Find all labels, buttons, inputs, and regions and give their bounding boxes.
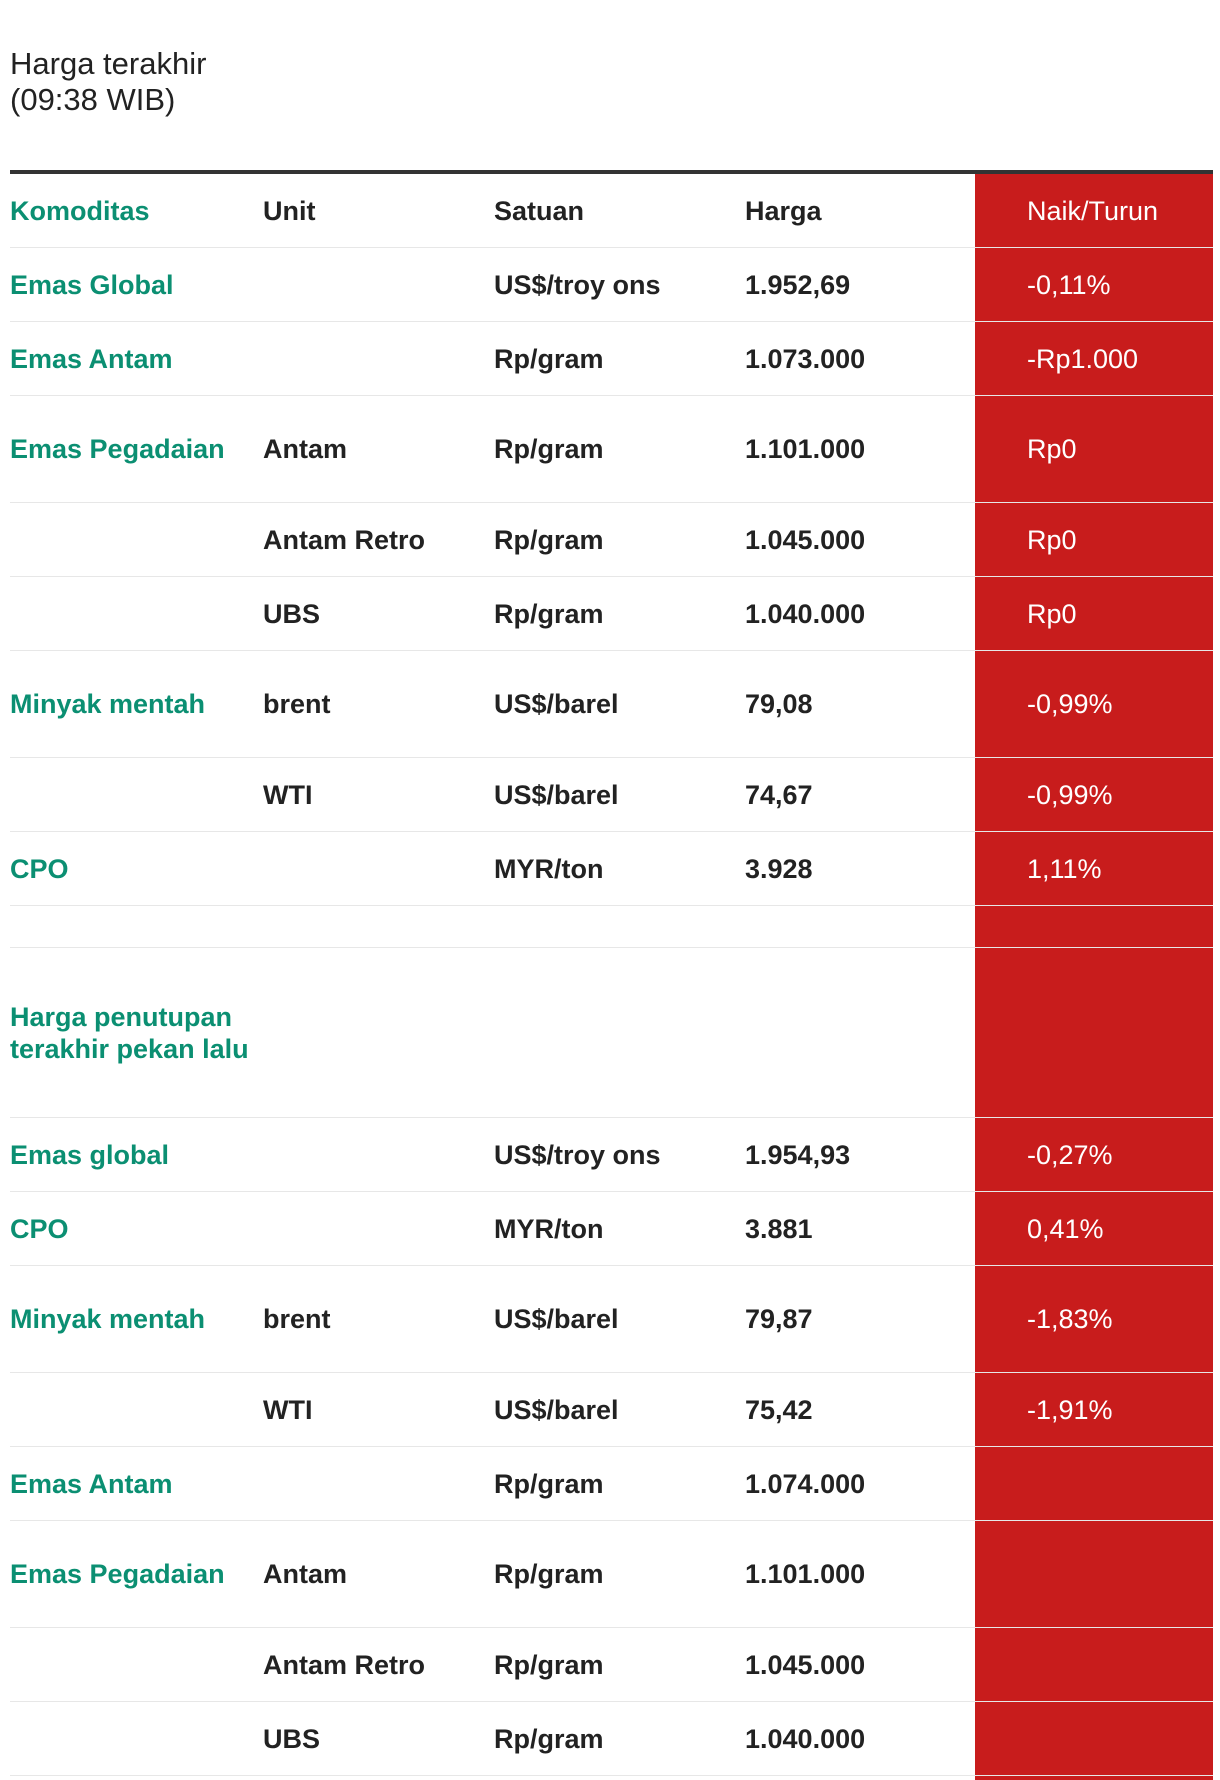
cell-satuan: US$/barel bbox=[494, 1394, 619, 1425]
cell-satuan: Rp/gram bbox=[494, 598, 604, 629]
cell-naik-turun bbox=[995, 1702, 1213, 1775]
cell-unit: Antam bbox=[263, 1559, 348, 1589]
column-header-komoditas: Komoditas bbox=[10, 195, 150, 226]
cell-harga: 1.040.000 bbox=[745, 598, 866, 629]
cell-satuan: Rp/gram bbox=[494, 343, 604, 374]
table-row: UBS Rp/gram 1.040.000 Rp0 bbox=[10, 577, 1213, 651]
cell-unit: UBS bbox=[263, 598, 321, 629]
table-row: Emas Pegadaian Antam Rp/gram 1.101.000 bbox=[10, 1521, 1213, 1628]
cell-komoditas: Minyak mentah bbox=[10, 689, 206, 719]
table-row: Emas Antam Rp/gram 1.074.000 bbox=[10, 1447, 1213, 1521]
cell-satuan: US$/troy ons bbox=[494, 269, 661, 300]
table-row: CPO MYR/ton 3.881 0,41% bbox=[10, 1192, 1213, 1266]
cell-harga: 1.073.000 bbox=[745, 343, 866, 374]
cell-komoditas: Harga penutupan terakhir pekan lalu bbox=[10, 1001, 249, 1064]
cell-komoditas: Emas Antam bbox=[10, 1468, 173, 1499]
cell-harga: 1.045.000 bbox=[745, 524, 866, 555]
table-row: Antam Retro Rp/gram 1.045.000 Rp0 bbox=[10, 503, 1213, 577]
table-row: Emas Global US$/troy ons 1.952,69 -0,11% bbox=[10, 248, 1213, 322]
table-row: Emas Antam Rp/gram 1.073.000 -Rp1.000 bbox=[10, 322, 1213, 396]
cell-satuan: US$/troy ons bbox=[494, 1139, 661, 1170]
table-row: Emas Pegadaian Antam Rp/gram 1.101.000 Rp0 bbox=[10, 396, 1213, 503]
cell-komoditas: CPO bbox=[10, 1213, 69, 1244]
table-row: WTI US$/barel 74,67 -0,99% bbox=[10, 758, 1213, 832]
cell-satuan: Rp/gram bbox=[494, 1649, 604, 1680]
cell-harga: 79,87 bbox=[745, 1304, 813, 1334]
cell-naik-turun: Rp0 bbox=[1027, 524, 1077, 555]
cell-naik-turun bbox=[995, 1628, 1213, 1701]
column-header-harga: Harga bbox=[745, 195, 822, 226]
cell-unit: WTI bbox=[263, 1394, 313, 1425]
cell-unit: WTI bbox=[263, 779, 313, 810]
column-header-unit: Unit bbox=[263, 195, 316, 226]
cell-unit: brent bbox=[263, 689, 331, 719]
cell-unit: Antam bbox=[263, 434, 348, 464]
cell-naik-turun bbox=[995, 906, 1213, 947]
table-row: Minyak mentah brent US$/barel 79,08 -0,99% bbox=[10, 651, 1213, 758]
cell-naik-turun: -0,99% bbox=[1027, 689, 1113, 719]
cell-harga: 74,67 bbox=[745, 779, 813, 810]
cell-satuan: Rp/gram bbox=[494, 524, 604, 555]
cell-harga: 1.040.000 bbox=[745, 1723, 866, 1754]
column-header-satuan: Satuan bbox=[494, 195, 585, 226]
cell-naik-turun: -0,11% bbox=[1027, 269, 1111, 300]
cell-satuan: MYR/ton bbox=[494, 1213, 604, 1244]
cell-komoditas: Emas Antam bbox=[10, 343, 173, 374]
table-row: UBS Rp/gram 1.040.000 bbox=[10, 1702, 1213, 1776]
cell-harga: 1.952,69 bbox=[745, 269, 851, 300]
cell-satuan: US$/barel bbox=[494, 689, 619, 719]
cell-naik-turun bbox=[995, 1447, 1213, 1520]
table-row: CPO MYR/ton 3.928 1,11% bbox=[10, 832, 1213, 906]
table-row: Harga penutupan terakhir pekan lalu bbox=[10, 948, 1213, 1118]
change-column-background bbox=[975, 174, 1213, 1780]
cell-satuan: Rp/gram bbox=[494, 434, 604, 464]
cell-naik-turun: -0,99% bbox=[1027, 779, 1113, 810]
cell-naik-turun: -1,91% bbox=[1027, 1394, 1113, 1425]
cell-harga: 3.881 bbox=[745, 1213, 813, 1244]
table-row: Antam Retro Rp/gram 1.045.000 bbox=[10, 1628, 1213, 1702]
cell-naik-turun: 1,11% bbox=[1027, 853, 1102, 884]
table-row: WTI US$/barel 75,42 -1,91% bbox=[10, 1373, 1213, 1447]
cell-harga: 1.074.000 bbox=[745, 1468, 866, 1499]
table-row bbox=[10, 906, 1213, 948]
cell-naik-turun bbox=[995, 948, 1213, 1117]
cell-satuan: Rp/gram bbox=[494, 1723, 604, 1754]
cell-unit: Antam Retro bbox=[263, 1649, 426, 1680]
column-header-naik-turun: Naik/Turun bbox=[1027, 195, 1159, 226]
cell-komoditas: Emas Pegadaian bbox=[10, 434, 225, 464]
cell-satuan: US$/barel bbox=[494, 779, 619, 810]
table-row: Minyak mentah brent US$/barel 79,87 -1,83% bbox=[10, 1266, 1213, 1373]
cell-naik-turun: -1,83% bbox=[1027, 1304, 1113, 1334]
cell-naik-turun: -0,27% bbox=[1027, 1139, 1113, 1170]
cell-komoditas: Minyak mentah bbox=[10, 1304, 206, 1334]
cell-satuan: Rp/gram bbox=[494, 1559, 604, 1589]
commodity-table: Komoditas Unit Satuan Harga Naik/Turun E… bbox=[10, 170, 1213, 1776]
cell-satuan: US$/barel bbox=[494, 1304, 619, 1334]
cell-komoditas: CPO bbox=[10, 853, 69, 884]
cell-unit: Antam Retro bbox=[263, 524, 426, 555]
cell-naik-turun: Rp0 bbox=[1027, 434, 1077, 464]
cell-naik-turun: Rp0 bbox=[1027, 598, 1077, 629]
cell-komoditas: Emas Global bbox=[10, 269, 174, 300]
table-header-row: Komoditas Unit Satuan Harga Naik/Turun bbox=[10, 174, 1213, 248]
cell-naik-turun: -Rp1.000 bbox=[1027, 343, 1139, 374]
cell-harga: 3.928 bbox=[745, 853, 813, 884]
cell-komoditas: Emas Pegadaian bbox=[10, 1559, 225, 1589]
cell-harga: 75,42 bbox=[745, 1394, 813, 1425]
cell-satuan: Rp/gram bbox=[494, 1468, 604, 1499]
table-row: Emas global US$/troy ons 1.954,93 -0,27% bbox=[10, 1118, 1213, 1192]
cell-unit: UBS bbox=[263, 1723, 321, 1754]
cell-naik-turun: 0,41% bbox=[1027, 1213, 1104, 1244]
cell-satuan: MYR/ton bbox=[494, 853, 604, 884]
cell-harga: 79,08 bbox=[745, 689, 813, 719]
cell-komoditas: Emas global bbox=[10, 1139, 170, 1170]
cell-harga: 1.045.000 bbox=[745, 1649, 866, 1680]
cell-naik-turun bbox=[995, 1521, 1213, 1627]
cell-harga: 1.101.000 bbox=[745, 1559, 866, 1589]
cell-unit: brent bbox=[263, 1304, 331, 1334]
page-title: Harga terakhir (09:38 WIB) bbox=[10, 46, 207, 117]
cell-harga: 1.954,93 bbox=[745, 1139, 851, 1170]
cell-harga: 1.101.000 bbox=[745, 434, 866, 464]
